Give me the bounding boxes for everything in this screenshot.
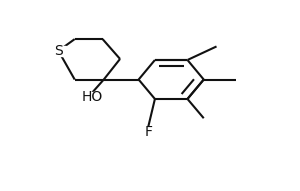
Text: HO: HO (82, 90, 103, 104)
Text: S: S (54, 44, 63, 58)
FancyBboxPatch shape (51, 46, 66, 56)
FancyBboxPatch shape (79, 92, 100, 102)
FancyBboxPatch shape (143, 127, 154, 135)
Text: F: F (145, 125, 153, 139)
